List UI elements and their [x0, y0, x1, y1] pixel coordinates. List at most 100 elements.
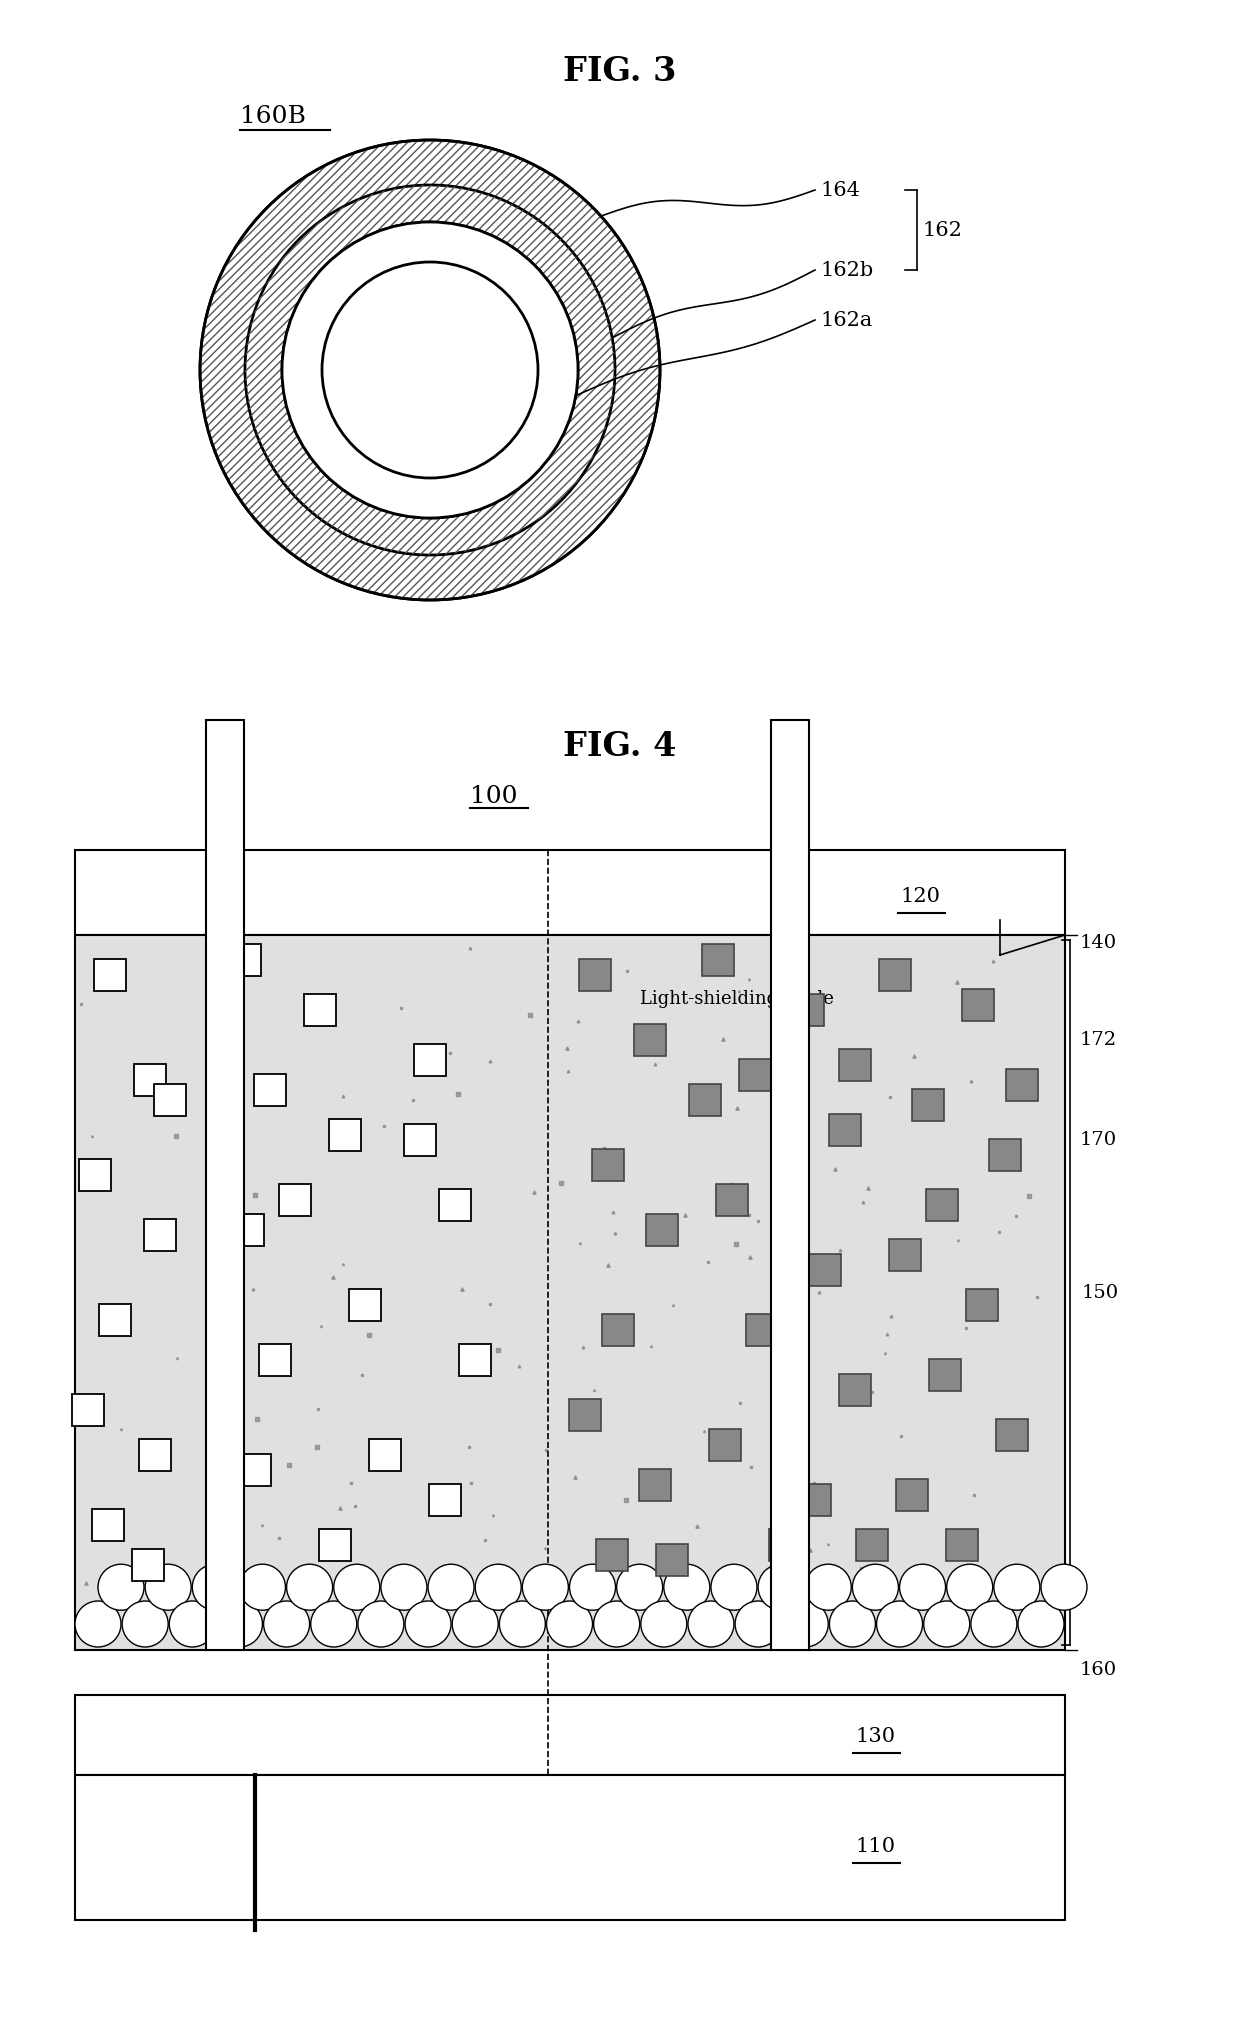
Bar [414, 1045, 446, 1075]
Bar [569, 1399, 601, 1431]
Circle shape [281, 222, 578, 517]
Text: 130: 130 [856, 1728, 895, 1746]
Bar [746, 1314, 777, 1346]
Bar [79, 1158, 112, 1190]
Text: FIG. 4: FIG. 4 [563, 730, 677, 764]
Bar [404, 1124, 436, 1156]
Circle shape [145, 1564, 191, 1611]
Bar [131, 1548, 164, 1580]
Bar [579, 960, 611, 990]
Bar [962, 988, 994, 1021]
Circle shape [993, 1564, 1040, 1611]
Circle shape [322, 263, 538, 479]
Circle shape [239, 1564, 285, 1611]
Bar [319, 1530, 351, 1560]
Text: 160: 160 [1080, 1661, 1117, 1679]
Text: 162a: 162a [820, 311, 872, 329]
Circle shape [74, 1601, 122, 1647]
Circle shape [735, 1601, 781, 1647]
Text: 162: 162 [923, 220, 962, 240]
Circle shape [830, 1601, 875, 1647]
Circle shape [971, 1601, 1017, 1647]
Bar [929, 1358, 961, 1390]
Circle shape [924, 1601, 970, 1647]
Text: Light-shielding mode: Light-shielding mode [640, 990, 833, 1008]
Text: FIG. 3: FIG. 3 [563, 55, 677, 89]
Circle shape [286, 1564, 332, 1611]
Bar [646, 1215, 678, 1247]
Circle shape [1042, 1564, 1087, 1611]
Circle shape [547, 1601, 593, 1647]
Circle shape [641, 1601, 687, 1647]
Bar [966, 1289, 998, 1322]
Bar [239, 1453, 272, 1485]
Bar [792, 994, 825, 1027]
Circle shape [663, 1564, 709, 1611]
Circle shape [281, 222, 578, 517]
Bar [144, 1219, 176, 1251]
Circle shape [98, 1564, 144, 1611]
Bar [926, 1188, 959, 1221]
Circle shape [405, 1601, 451, 1647]
Circle shape [594, 1601, 640, 1647]
Bar [304, 994, 336, 1027]
Bar [74, 936, 1065, 1649]
Text: 100: 100 [470, 784, 517, 808]
Text: 172: 172 [1080, 1031, 1117, 1049]
Bar [370, 1439, 401, 1471]
Bar [591, 1150, 624, 1180]
Bar [601, 1314, 634, 1346]
Circle shape [877, 1601, 923, 1647]
Bar [348, 1289, 381, 1322]
Bar [329, 1120, 361, 1152]
Circle shape [334, 1564, 379, 1611]
Circle shape [711, 1564, 756, 1611]
Circle shape [170, 1601, 216, 1647]
Bar [830, 1114, 861, 1146]
Circle shape [1018, 1601, 1064, 1647]
Bar [839, 1374, 870, 1407]
Circle shape [123, 1601, 169, 1647]
Bar [771, 719, 808, 1649]
Bar [439, 1188, 471, 1221]
Bar [74, 1774, 1065, 1920]
Circle shape [217, 1601, 263, 1647]
Bar [839, 1049, 870, 1081]
Text: 170: 170 [1080, 1132, 1117, 1150]
Bar [134, 1063, 166, 1095]
Bar [996, 1419, 1028, 1451]
Bar [154, 1083, 186, 1116]
Bar [254, 1073, 286, 1105]
Bar [799, 1483, 831, 1516]
Bar [709, 1429, 742, 1461]
Bar [99, 1304, 131, 1336]
Circle shape [782, 1601, 828, 1647]
Circle shape [805, 1564, 851, 1611]
Bar [232, 1215, 264, 1247]
Text: 120: 120 [900, 887, 940, 907]
Circle shape [569, 1564, 615, 1611]
Circle shape [852, 1564, 899, 1611]
Text: 150: 150 [1083, 1283, 1120, 1302]
Circle shape [246, 186, 615, 556]
Text: 140: 140 [1080, 934, 1117, 952]
Bar [911, 1089, 944, 1122]
Bar [94, 960, 126, 990]
Circle shape [311, 1601, 357, 1647]
Bar [739, 1059, 771, 1091]
Circle shape [946, 1564, 993, 1611]
Text: 164: 164 [820, 180, 859, 200]
Circle shape [758, 1564, 804, 1611]
Circle shape [522, 1564, 568, 1611]
Bar [715, 1184, 748, 1217]
Bar [206, 719, 244, 1649]
Bar [689, 1083, 720, 1116]
Circle shape [264, 1601, 310, 1647]
Bar [656, 1544, 688, 1576]
Circle shape [358, 1601, 404, 1647]
Bar [92, 1510, 124, 1540]
Bar [279, 1184, 311, 1217]
Bar [897, 1479, 928, 1512]
Circle shape [500, 1601, 546, 1647]
Bar [229, 944, 260, 976]
